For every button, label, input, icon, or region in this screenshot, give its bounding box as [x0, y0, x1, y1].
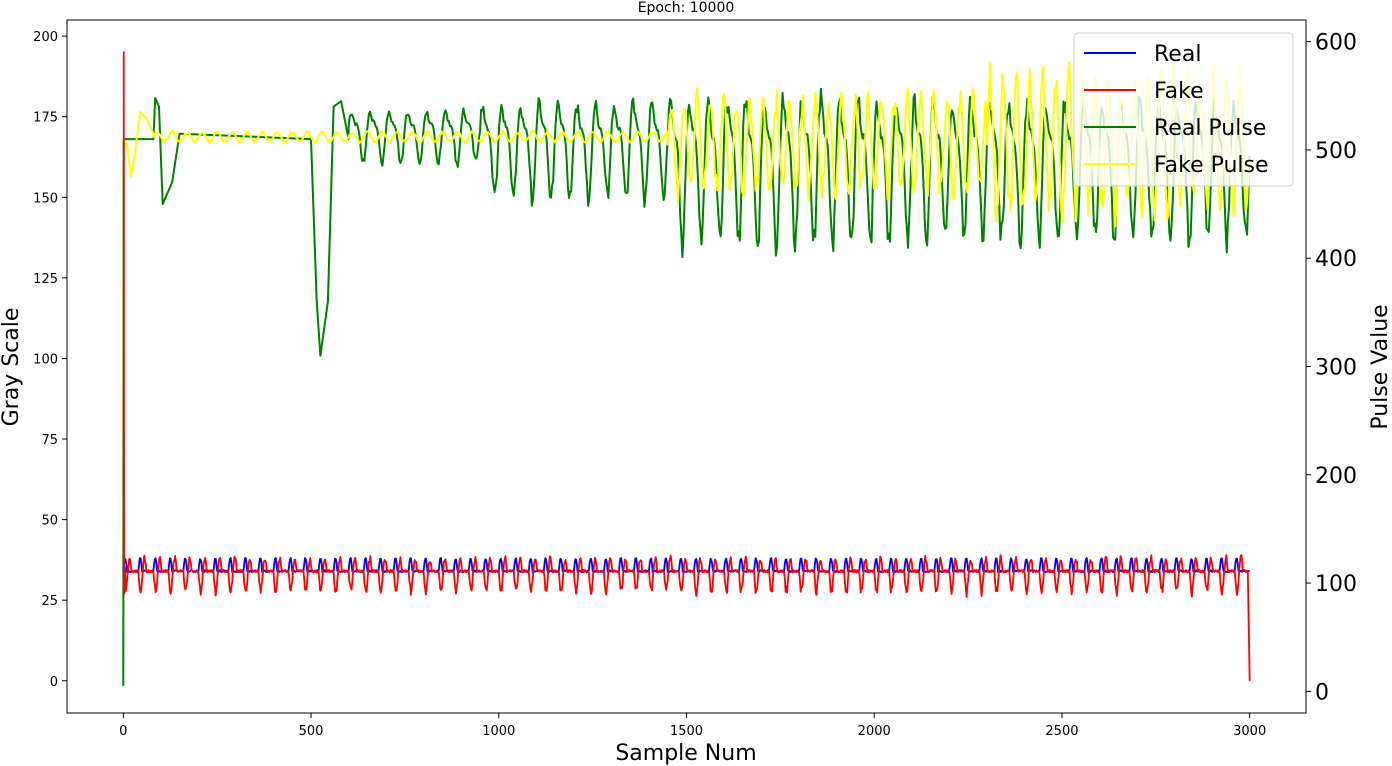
- legend-box: [1073, 32, 1294, 187]
- y-tick-label: 200: [33, 30, 58, 45]
- legend-entry-real-pulse: Real Pulse: [1154, 116, 1266, 141]
- y-tick-label: 25: [41, 594, 58, 609]
- y-tick-label: 75: [41, 433, 58, 448]
- y2-tick-label: 0: [1315, 680, 1329, 705]
- y2-tick-label: 200: [1315, 464, 1357, 489]
- y2-axis-label: Pulse Value: [1368, 304, 1392, 429]
- series-line-real-pulse: [122, 87, 1251, 686]
- legend: Real Fake Real Pulse Fake Pulse: [1073, 32, 1294, 187]
- x-tick-label: 1000: [482, 724, 515, 739]
- y2-tick-label: 500: [1315, 139, 1357, 164]
- chart-title: Epoch: 10000: [638, 0, 735, 16]
- x-tick-label: 2500: [1045, 724, 1078, 739]
- x-tick-label: 500: [299, 724, 324, 739]
- x-tick-label: 0: [119, 724, 127, 739]
- y2-tick-label: 300: [1315, 356, 1357, 381]
- legend-entry-fake-pulse: Fake Pulse: [1154, 153, 1269, 178]
- y-tick-label: 0: [50, 675, 58, 690]
- y-tick-label: 175: [33, 111, 58, 126]
- legend-entry-real: Real: [1154, 42, 1201, 67]
- y-tick-label: 100: [33, 352, 58, 367]
- x-axis-label: Sample Num: [615, 741, 756, 766]
- series-line-fake: [122, 51, 1251, 681]
- x-tick-label: 2000: [858, 724, 891, 739]
- y-axis-left: 0 25 50 75 100 125 150 175 200: [33, 30, 67, 690]
- y2-tick-label: 100: [1315, 572, 1357, 597]
- y2-tick-label: 400: [1315, 247, 1357, 272]
- y-tick-label: 50: [41, 514, 58, 529]
- x-tick-label: 3000: [1233, 724, 1266, 739]
- y-axis-label: Gray Scale: [0, 308, 24, 427]
- legend-entry-fake: Fake: [1154, 79, 1204, 104]
- y-tick-label: 125: [33, 272, 58, 287]
- x-tick-label: 1500: [670, 724, 703, 739]
- y2-tick-label: 600: [1315, 31, 1357, 56]
- y-tick-label: 150: [33, 191, 58, 206]
- series-line-fake-pulse: [122, 60, 1251, 228]
- y-axis-right: 0 100 200 300 400 500 600: [1306, 31, 1357, 705]
- x-axis: 0 500 1000 1500 2000 2500 3000: [119, 713, 1266, 739]
